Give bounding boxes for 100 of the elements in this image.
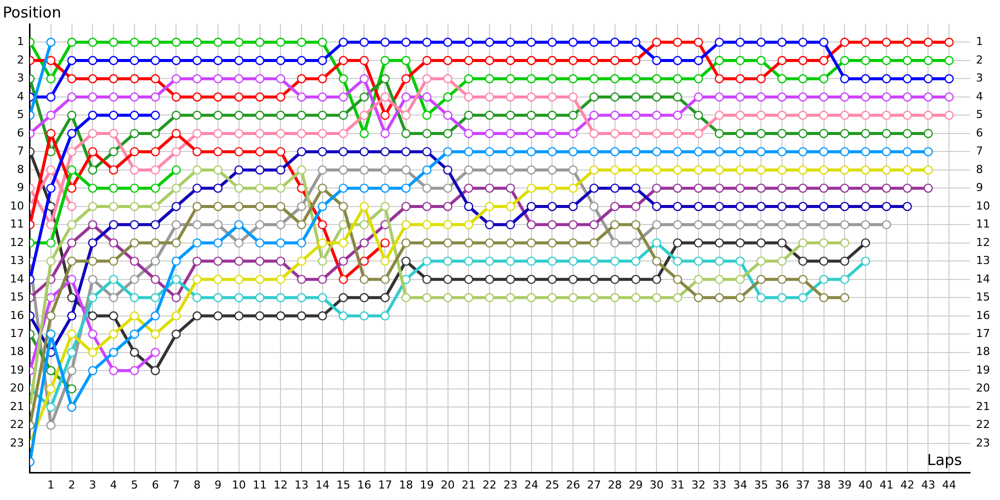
y2-tick-label: 7 <box>976 144 984 158</box>
point <box>213 38 223 47</box>
point <box>860 184 870 193</box>
point <box>380 202 390 212</box>
x-tick-label: 34 <box>733 478 748 492</box>
point <box>526 147 536 156</box>
point <box>88 165 98 175</box>
point <box>255 238 264 248</box>
point <box>172 165 181 175</box>
point <box>234 74 244 84</box>
point <box>255 128 264 138</box>
point <box>840 238 850 248</box>
point <box>464 38 474 47</box>
point <box>443 293 452 302</box>
point <box>255 274 264 284</box>
point <box>46 92 56 102</box>
point <box>318 56 328 66</box>
x-tick-label: 30 <box>650 478 664 492</box>
point <box>172 147 181 156</box>
point <box>568 293 578 302</box>
point <box>276 274 286 284</box>
x-tick-label: 37 <box>796 478 810 492</box>
y-tick-label: 6 <box>16 126 24 140</box>
y2-tick-label: 1 <box>976 35 984 48</box>
point <box>108 38 118 47</box>
point <box>338 38 348 47</box>
point <box>213 220 223 230</box>
point <box>234 184 244 193</box>
point <box>526 110 536 120</box>
point <box>130 220 140 230</box>
point <box>443 274 452 284</box>
x-tick-label: 14 <box>315 478 330 492</box>
point <box>526 238 536 248</box>
point <box>150 366 160 376</box>
point <box>568 74 578 84</box>
point <box>172 110 181 120</box>
point <box>944 74 954 84</box>
y2-tick-label: 2 <box>976 53 984 66</box>
point <box>589 110 599 120</box>
x-tick-label: 10 <box>232 478 246 492</box>
point <box>234 56 244 66</box>
point <box>360 184 369 193</box>
point <box>714 202 724 212</box>
x-tick-label: 15 <box>336 478 350 492</box>
point <box>380 74 390 84</box>
point <box>255 184 264 193</box>
point <box>255 147 264 156</box>
point <box>548 128 557 138</box>
point <box>150 92 160 102</box>
point <box>318 92 328 102</box>
y2-tick-label: 21 <box>976 400 990 413</box>
point <box>380 274 390 284</box>
point <box>840 56 850 66</box>
point <box>860 74 870 84</box>
point <box>484 184 494 193</box>
y2-tick-label: 4 <box>976 90 984 103</box>
point <box>401 74 411 84</box>
point <box>736 274 745 284</box>
point <box>67 38 76 47</box>
point <box>192 311 202 320</box>
point <box>484 165 494 175</box>
point <box>840 128 850 138</box>
point <box>192 56 202 66</box>
point <box>296 147 306 156</box>
point <box>360 38 369 47</box>
point <box>860 256 870 266</box>
point <box>88 38 98 47</box>
point <box>192 184 202 193</box>
point <box>255 202 264 212</box>
point <box>443 202 452 212</box>
point <box>108 366 118 376</box>
point <box>108 293 118 302</box>
point <box>860 220 870 230</box>
point <box>130 74 140 84</box>
point <box>338 147 348 156</box>
point <box>548 56 557 66</box>
point <box>610 56 620 66</box>
point <box>318 238 328 248</box>
point <box>694 38 704 47</box>
point <box>338 256 348 266</box>
point <box>882 220 892 230</box>
point <box>443 238 452 248</box>
point <box>172 256 181 266</box>
point <box>840 202 850 212</box>
point <box>422 184 432 193</box>
point <box>902 110 912 120</box>
point <box>548 92 557 102</box>
point <box>422 92 432 102</box>
point <box>610 202 620 212</box>
point <box>464 202 474 212</box>
point <box>88 110 98 120</box>
point <box>568 220 578 230</box>
point <box>902 184 912 193</box>
point <box>380 293 390 302</box>
x-tick-label: 2 <box>68 478 76 492</box>
x-tick-label: 23 <box>503 478 518 492</box>
point <box>652 202 662 212</box>
point <box>548 220 557 230</box>
point <box>902 56 912 66</box>
point <box>568 165 578 175</box>
